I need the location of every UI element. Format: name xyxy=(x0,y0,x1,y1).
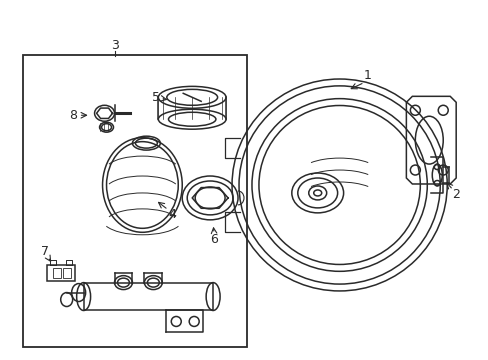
Text: 8: 8 xyxy=(68,109,77,122)
Bar xyxy=(83,283,213,310)
Text: 6: 6 xyxy=(210,233,218,246)
Bar xyxy=(53,268,61,278)
Bar xyxy=(23,55,246,347)
Bar xyxy=(62,268,71,278)
Bar xyxy=(47,265,75,280)
Text: 5: 5 xyxy=(152,91,160,104)
Text: 7: 7 xyxy=(41,245,49,258)
Text: 1: 1 xyxy=(363,69,371,82)
Text: 3: 3 xyxy=(111,39,119,52)
Text: 4: 4 xyxy=(168,208,176,221)
Text: 2: 2 xyxy=(451,188,459,202)
